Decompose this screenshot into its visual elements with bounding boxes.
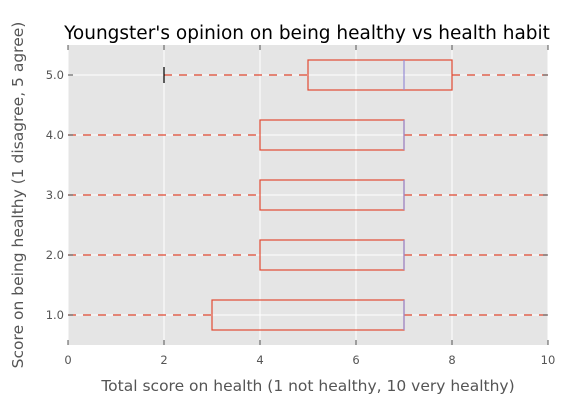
- y-axis-label: Score on being healthy (1 disagree, 5 ag…: [9, 22, 27, 369]
- y-tick-label: 2.0: [46, 248, 64, 262]
- y-tick-label: 4.0: [46, 128, 64, 142]
- x-tick-label: 2: [160, 353, 167, 367]
- chart-title: Youngster's opinion on being healthy vs …: [63, 23, 550, 44]
- x-axis-label: Total score on health (1 not healthy, 10…: [100, 377, 514, 395]
- x-tick-label: 4: [256, 353, 263, 367]
- x-tick-label: 6: [352, 353, 359, 367]
- x-tick-label: 0: [64, 353, 71, 367]
- y-tick-label: 1.0: [46, 308, 64, 322]
- x-tick-label: 10: [541, 353, 556, 367]
- y-tick-label: 3.0: [46, 188, 64, 202]
- y-tick-label: 5.0: [46, 68, 64, 82]
- x-tick-label: 8: [448, 353, 455, 367]
